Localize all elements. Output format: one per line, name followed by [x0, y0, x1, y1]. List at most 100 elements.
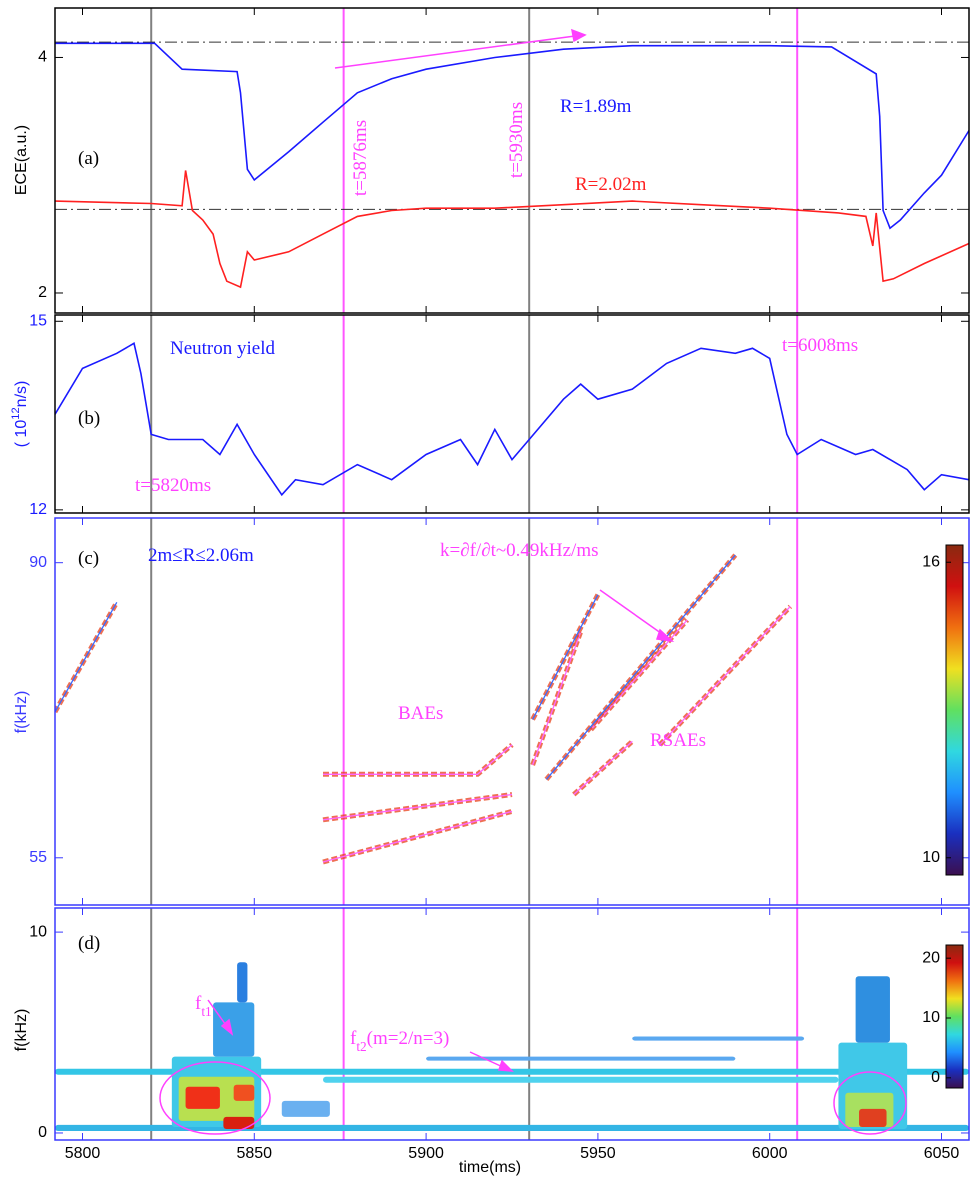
- panel: 55 90 f(kHz) (c) 2m≤R≤2.06m k=∂f/∂t~0.49kHz/m…: [13, 517, 970, 906]
- x-tick-label: 5850: [236, 1145, 272, 1162]
- mode-fit: [323, 744, 513, 775]
- spectrogram-patch: [859, 1108, 887, 1127]
- plot-area: [55, 315, 969, 513]
- spectrogram-patch: [223, 1116, 255, 1129]
- mode-fit: [322, 810, 513, 863]
- text-part: ECE(a.u.): [13, 125, 30, 195]
- spectrogram-patch: [185, 1086, 220, 1109]
- text-part: n/s): [13, 381, 30, 408]
- x-tick-label: 6050: [924, 1145, 960, 1162]
- mode-fit: [531, 631, 582, 766]
- text-part: f(kHz): [13, 1009, 30, 1052]
- annotation: Neutron yield: [170, 338, 276, 359]
- mode-fit: [532, 594, 599, 720]
- circle-marker: [833, 1071, 907, 1135]
- annotation: t=5820ms: [135, 475, 211, 496]
- arrow: [599, 589, 666, 637]
- arrow: [469, 1051, 506, 1069]
- text-part: (d): [78, 933, 100, 954]
- colorbar-tick-label: 20: [922, 949, 940, 966]
- text-part: RSAEs: [650, 730, 706, 751]
- spectrogram-patch: [233, 1084, 255, 1101]
- mode-fit: [659, 606, 791, 746]
- text-part: t=6008ms: [782, 335, 858, 356]
- colorbar-tick-label: 0: [931, 1069, 940, 1086]
- y-tick-label: 15: [29, 313, 47, 330]
- y-tick-label: 55: [29, 849, 47, 866]
- panel: 2 4 ECE(a.u.) (a) R=1.89m R=2.02m t=5876ms t=59…: [13, 7, 970, 314]
- plot-area: [55, 908, 969, 1140]
- text-part: t=5930ms: [506, 102, 527, 178]
- arrow: [334, 35, 576, 69]
- series-line: [55, 170, 969, 289]
- text-part: (c): [78, 548, 99, 569]
- y-axis-label: ECE(a.u.): [13, 125, 30, 195]
- text-part: (m=2/n=3): [367, 1028, 450, 1049]
- x-axis-label: time(ms): [459, 1159, 521, 1176]
- panel: 12 15 ( 1012n/s) (b) Neutron yield t=5820ms t=…: [10, 313, 970, 518]
- circle-marker: [159, 1061, 271, 1135]
- mode-fit: [55, 601, 118, 713]
- annotation: 2m≤R≤2.06m: [148, 545, 254, 566]
- x-tick-label: 6000: [752, 1145, 788, 1162]
- colorbar-tick-label: 16: [922, 553, 940, 570]
- spectrogram-patch: [213, 1002, 255, 1057]
- y-axis-label: f(kHz): [13, 1009, 30, 1052]
- colorbar: [945, 944, 964, 1089]
- panel-frame: [54, 907, 970, 1141]
- plot-area: [55, 8, 969, 313]
- colorbar-tick-label: 10: [922, 849, 940, 866]
- annotation: k=∂f/∂t~0.49kHz/ms: [440, 540, 599, 561]
- text-part: 12: [10, 407, 22, 419]
- annotation: t=5930ms: [506, 102, 527, 178]
- y-tick-label: 2: [38, 284, 47, 301]
- text-part: f: [350, 1028, 357, 1049]
- text-part: R=1.89m: [560, 96, 632, 117]
- spectrogram-patch: [237, 962, 248, 1003]
- y-tick-label: 90: [29, 554, 47, 571]
- text-part: R=2.02m: [575, 174, 647, 195]
- plot-area: [55, 518, 799, 905]
- x-tick-label: 5800: [65, 1145, 101, 1162]
- text-part: (b): [78, 408, 100, 429]
- spectrogram-patch: [323, 1076, 839, 1083]
- annotation: RSAEs: [650, 730, 706, 751]
- annotation: BAEs: [398, 703, 443, 724]
- y-axis-label: ( 1012n/s): [10, 381, 30, 448]
- mode-fit: [545, 554, 736, 780]
- text-part: t=5876ms: [350, 120, 371, 196]
- arrow-head: [571, 28, 587, 43]
- text-part: 2m≤R≤2.06m: [148, 545, 254, 566]
- x-tick-label: 5900: [408, 1145, 444, 1162]
- annotation: R=2.02m: [575, 174, 647, 195]
- series-line: [55, 42, 969, 230]
- annotation: R=1.89m: [560, 96, 632, 117]
- annotation: (b): [78, 408, 100, 429]
- spectrogram-patch: [55, 1124, 969, 1131]
- text-part: f: [195, 993, 202, 1014]
- y-tick-label: 12: [29, 501, 47, 518]
- panel-frame: [54, 314, 970, 514]
- spectrogram-patch: [632, 1036, 805, 1041]
- annotation: (d): [78, 933, 100, 954]
- x-tick-label: 5950: [580, 1145, 616, 1162]
- text-part: k=∂f/∂t~0.49kHz/ms: [440, 540, 599, 561]
- panel-frame: [54, 517, 970, 906]
- annotation: (c): [78, 548, 99, 569]
- mode-fit: [322, 793, 513, 821]
- arrow-head: [656, 628, 675, 643]
- text-part: t=5820ms: [135, 475, 211, 496]
- arrow-head: [497, 1059, 514, 1072]
- spectrogram-patch: [281, 1100, 330, 1117]
- y-tick-label: 10: [29, 923, 47, 940]
- text-part: f(kHz): [13, 691, 30, 734]
- annotation: ft2(m=2/n=3): [350, 1028, 449, 1053]
- annotation: t=6008ms: [782, 335, 858, 356]
- y-axis-label: f(kHz): [13, 691, 30, 734]
- text-part: t1: [201, 1004, 211, 1019]
- text-part: (a): [78, 148, 99, 169]
- annotation: ft1: [195, 993, 212, 1018]
